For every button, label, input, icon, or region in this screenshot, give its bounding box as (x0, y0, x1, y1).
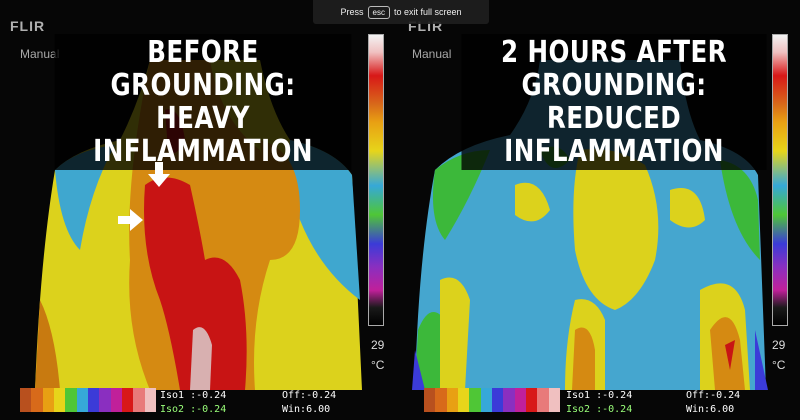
before-title-line1: BEFORE GROUNDING: (110, 35, 296, 103)
palette-swatch (503, 388, 515, 412)
after-title-line2: REDUCED INFLAMMATION (504, 101, 724, 169)
palette-swatch (42, 388, 54, 412)
window-readout: Win:6.00 (686, 404, 735, 415)
offset-readout: Off:-0.24 (282, 390, 337, 401)
iso2-readout: Iso2 :-0.24 (160, 404, 227, 415)
temperature-scale-bar (368, 34, 384, 326)
palette-swatch (133, 388, 145, 412)
palette-swatch (548, 388, 560, 412)
down-arrow-icon (148, 162, 170, 187)
scale-min-value: 29 (772, 338, 786, 352)
palette-swatch (537, 388, 549, 412)
camera-mode-label: Manual (20, 47, 60, 61)
palette-swatch (121, 388, 134, 412)
palette-swatch (469, 388, 481, 412)
after-title-line1: 2 HOURS AFTER GROUNDING: (500, 35, 728, 103)
window-readout: Win:6.00 (282, 404, 331, 415)
iso1-readout: Iso1 :-0.24 (160, 390, 227, 401)
palette-swatch (424, 388, 436, 412)
fullscreen-toast: Press esc to exit full screen (313, 0, 489, 24)
flir-logo: FLIR (10, 18, 46, 34)
palette-swatch (514, 388, 526, 412)
palette-swatch (53, 388, 66, 412)
temperature-scale-bar (772, 34, 788, 326)
iso2-readout: Iso2 :-0.24 (566, 404, 633, 415)
palette-swatch (110, 388, 122, 412)
palette-swatch (446, 388, 458, 412)
palette-swatch (20, 388, 32, 412)
palette-swatch (76, 388, 88, 412)
toast-prefix: Press (340, 7, 364, 17)
before-title-line2: HEAVY INFLAMMATION (93, 101, 313, 169)
offset-readout: Off:-0.24 (686, 390, 741, 401)
scale-unit: °C (371, 358, 385, 372)
palette-swatch (144, 388, 156, 412)
palette-swatch (87, 388, 100, 412)
scale-min-value: 29 (371, 338, 385, 352)
color-palette-strip (424, 388, 560, 412)
scale-unit: °C (772, 358, 786, 372)
before-grounding-panel: FLIR Manual BEFORE GROUNDING: HEAVY INFL… (10, 18, 385, 415)
toast-suffix: to exit full screen (393, 7, 462, 17)
after-title: 2 HOURS AFTER GROUNDING: REDUCED INFLAMM… (461, 34, 767, 170)
color-palette-strip (20, 388, 156, 412)
palette-swatch (99, 388, 111, 412)
iso1-readout: Iso1 :-0.24 (566, 390, 633, 401)
right-arrow-icon (118, 209, 143, 231)
camera-mode-label: Manual (412, 47, 452, 61)
palette-swatch (525, 388, 538, 412)
palette-swatch (480, 388, 492, 412)
palette-swatch (457, 388, 470, 412)
palette-swatch (435, 388, 447, 412)
after-grounding-panel: FLIR Manual 2 HOURS AFTER GROUNDING: RED… (400, 0, 800, 420)
palette-swatch (31, 388, 43, 412)
esc-key[interactable]: esc (367, 5, 390, 19)
palette-swatch (65, 388, 77, 412)
palette-swatch (491, 388, 504, 412)
before-title: BEFORE GROUNDING: HEAVY INFLAMMATION (54, 34, 352, 170)
